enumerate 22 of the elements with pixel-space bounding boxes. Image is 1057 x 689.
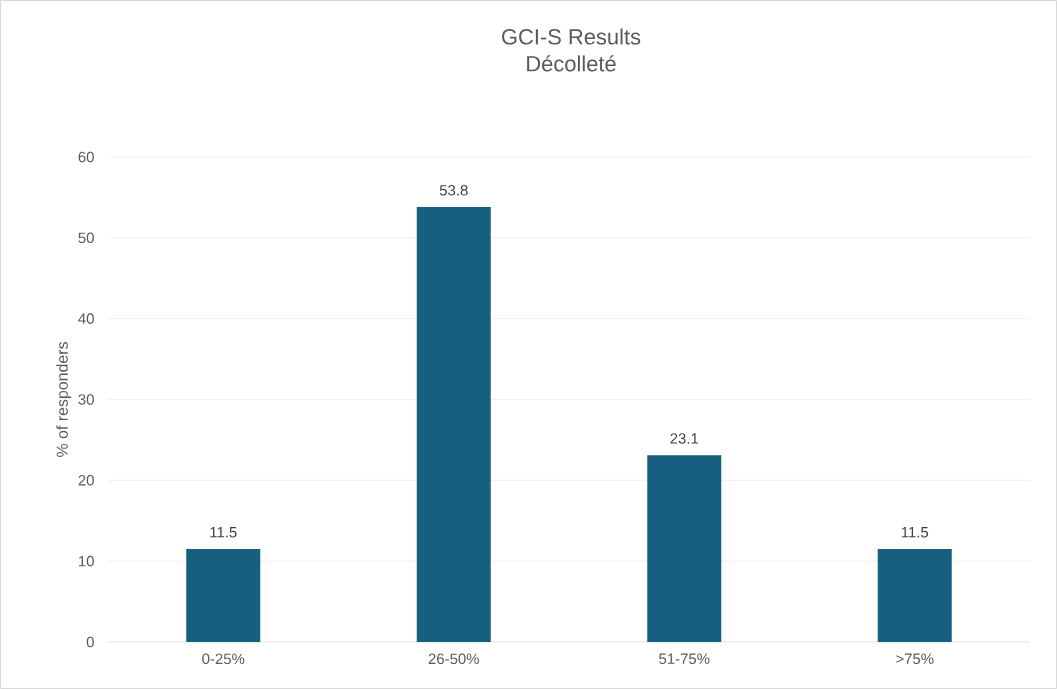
bar bbox=[186, 549, 261, 642]
y-tick-label: 50 bbox=[78, 232, 94, 244]
y-tick-label: 10 bbox=[79, 555, 94, 567]
y-axis-title: % of responders bbox=[56, 342, 72, 457]
data-label: 11.5 bbox=[901, 527, 929, 538]
bar bbox=[877, 549, 952, 642]
x-tick-label: >75% bbox=[896, 653, 934, 665]
y-tick-label: 20 bbox=[78, 475, 94, 486]
y-tick-label: 0 bbox=[86, 636, 94, 648]
bar bbox=[647, 455, 722, 642]
x-tick-label: 51-75% bbox=[659, 653, 710, 665]
y-tick-label: 40 bbox=[78, 313, 94, 324]
chart-title: GCI-S Results bbox=[502, 28, 641, 45]
data-label: 53.8 bbox=[439, 185, 468, 196]
y-tick-label: 30 bbox=[78, 394, 94, 405]
chart-subtitle: Décolleté bbox=[527, 55, 616, 72]
x-tick-label: 26-50% bbox=[428, 653, 479, 665]
x-tick-label: 0-25% bbox=[202, 653, 245, 665]
data-label: 23.1 bbox=[670, 433, 699, 444]
data-label: 11.5 bbox=[210, 527, 237, 538]
y-tick-label: 60 bbox=[78, 151, 94, 163]
bar bbox=[416, 207, 491, 642]
